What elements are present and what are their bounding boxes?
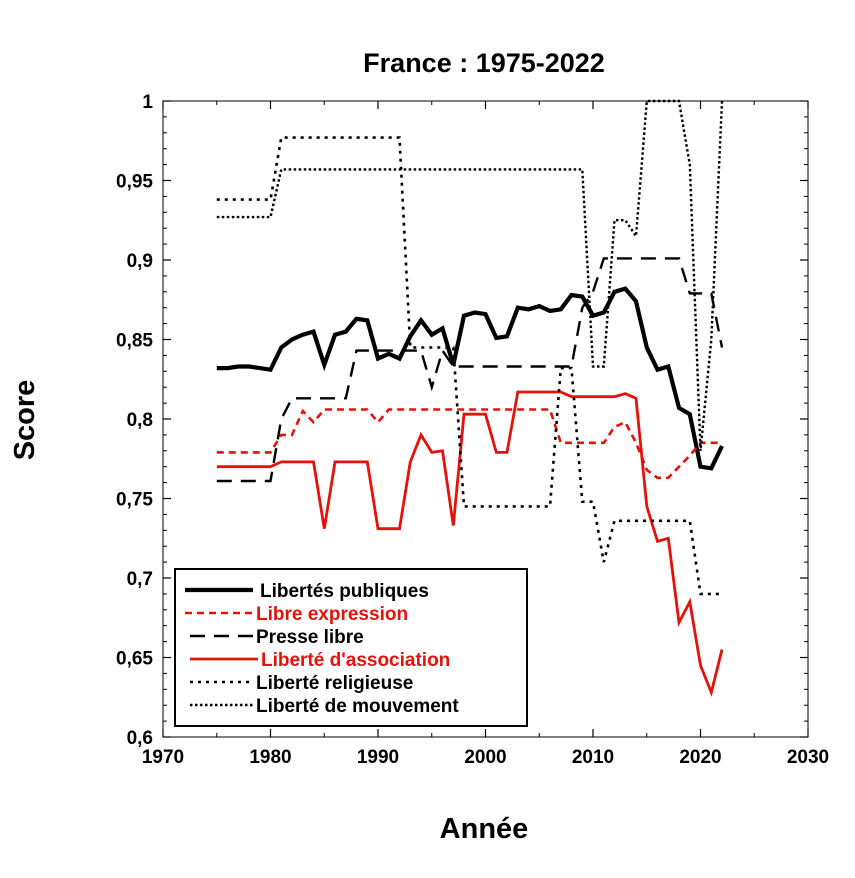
y-tick-label: 1 — [142, 92, 153, 113]
legend-label-5: Liberté religieuse — [256, 673, 413, 694]
series-line-4 — [216, 390, 724, 698]
legend-box — [174, 568, 528, 727]
x-tick-label: 1990 — [357, 747, 399, 768]
series-line-6 — [216, 99, 724, 451]
legend-label-6: Liberté de mouvement — [256, 696, 459, 717]
series-line-2 — [216, 408, 722, 480]
y-tick-label: 0,8 — [127, 410, 153, 431]
y-tick-label: 0,85 — [116, 331, 153, 352]
legend-label-1: Libertés publiques — [260, 581, 429, 602]
plot-area: 1970 1980 1990 2000 2010 2020 2030 0,6 0,65 0,7 0,… — [116, 92, 829, 768]
y-tick-label: 0,9 — [127, 251, 153, 272]
y-tick-label: 0,65 — [116, 649, 153, 670]
x-tick-label: 2010 — [572, 747, 614, 768]
y-tick-label: 0,75 — [116, 490, 153, 511]
x-tick-label: 2030 — [787, 747, 829, 768]
series-line-3 — [216, 257, 724, 483]
series-line-5 — [216, 136, 722, 596]
x-tick-label: 1970 — [142, 747, 184, 768]
legend-label-2: Libre expression — [256, 604, 408, 625]
legend-label-4: Liberté d'association — [261, 650, 450, 671]
y-tick-label: 0,7 — [127, 569, 153, 590]
x-tick-label: 2020 — [679, 747, 721, 768]
y-axis-label: Score — [9, 380, 41, 461]
chart-title: France : 1975-2022 — [363, 48, 605, 78]
series-line-1 — [216, 286, 724, 471]
x-tick-label: 2000 — [464, 747, 506, 768]
x-axis-label: Année — [440, 813, 529, 845]
y-tick-label: 0,95 — [116, 172, 153, 193]
x-tick-label: 1980 — [249, 747, 291, 768]
legend-label-3: Presse libre — [256, 627, 364, 648]
y-tick-label: 0,6 — [127, 728, 153, 749]
